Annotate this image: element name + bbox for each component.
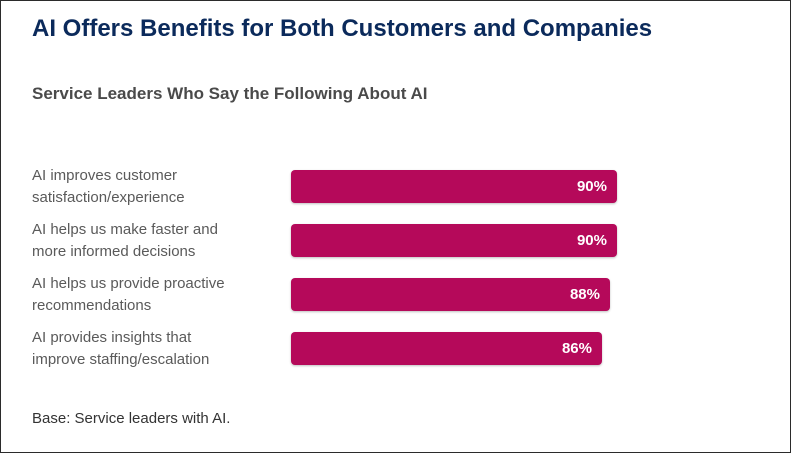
bar-value-label: 86% xyxy=(561,340,592,357)
category-label-line: improve staffing/escalation xyxy=(32,351,210,368)
category-label: AI provides insights that improve staffin… xyxy=(32,327,272,371)
bar: 90% xyxy=(291,224,617,257)
category-label: AI helps us make faster and more informed… xyxy=(32,219,272,263)
footnote: Base: Service leaders with AI. xyxy=(32,410,231,427)
category-label-line: satisfaction/experience xyxy=(32,189,185,206)
page-title: AI Offers Benefits for Both Customers an… xyxy=(32,15,653,42)
category-label: AI helps us provide proactive recommendat… xyxy=(32,273,272,317)
bar-value-label: 88% xyxy=(569,286,600,303)
category-label-line: AI helps us make faster and xyxy=(32,221,218,238)
bar-value-label: 90% xyxy=(576,178,607,195)
category-label: AI improves customer satisfaction/experie… xyxy=(32,165,272,209)
bar-value-label: 90% xyxy=(576,232,607,249)
chart-title: Service Leaders Who Say the Following Ab… xyxy=(32,84,428,103)
bar: 88% xyxy=(291,278,610,311)
bar: 90% xyxy=(291,170,617,203)
category-label-line: more informed decisions xyxy=(32,243,196,260)
bar: 86% xyxy=(291,332,602,365)
category-label-line: recommendations xyxy=(32,297,152,314)
category-label-line: AI provides insights that xyxy=(32,329,192,346)
category-label-line: AI helps us provide proactive xyxy=(32,275,225,292)
category-label-line: AI improves customer xyxy=(32,167,178,184)
